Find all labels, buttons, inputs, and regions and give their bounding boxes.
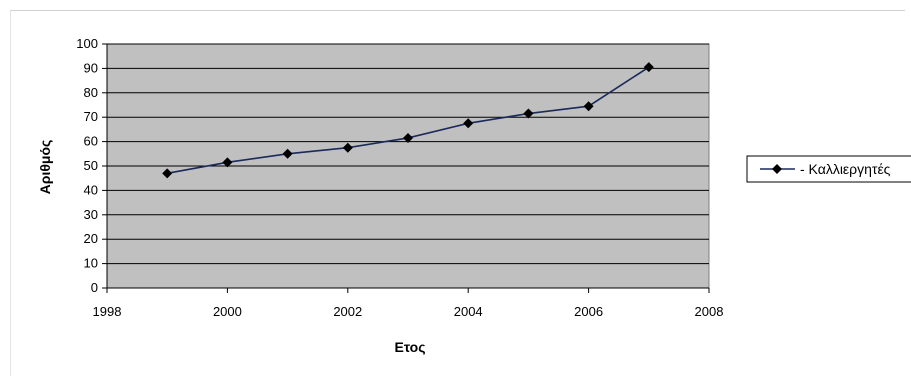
y-axis: 0 10 20 30 40 50 60 70 80 90 100 <box>76 36 108 295</box>
x-tick-label: 2008 <box>695 304 724 319</box>
data-point <box>643 62 654 73</box>
y-tick-label: 80 <box>84 85 98 100</box>
x-tick-label: 2000 <box>213 304 242 319</box>
y-tick-label: 20 <box>84 231 98 246</box>
data-point <box>463 118 474 129</box>
y-tick-label: 0 <box>91 280 98 295</box>
data-point <box>162 168 173 179</box>
data-point <box>523 108 534 119</box>
data-point <box>583 101 594 112</box>
y-axis-title: Αριθμός <box>37 140 53 195</box>
x-axis-title: Ετος <box>394 339 425 355</box>
y-tick-label: 50 <box>84 158 98 173</box>
y-tick-label: 90 <box>84 60 98 75</box>
y-tick-label: 30 <box>84 207 98 222</box>
x-tick-label: 1998 <box>93 304 122 319</box>
y-tick-label: 70 <box>84 109 98 124</box>
data-point <box>222 157 233 168</box>
x-tick-label: 2002 <box>333 304 362 319</box>
legend-marker <box>772 164 782 174</box>
data-point <box>282 148 293 159</box>
series-layer <box>162 62 654 179</box>
data-point <box>342 142 353 153</box>
legend-label: - Καλλιεργητές <box>800 161 891 177</box>
y-tick-label: 60 <box>84 134 98 149</box>
y-tick-label: 10 <box>84 256 98 271</box>
y-tick-label: 40 <box>84 182 98 197</box>
x-tick-label: 2006 <box>574 304 603 319</box>
y-tick-label: 100 <box>76 36 98 51</box>
x-tick-label: 2004 <box>454 304 483 319</box>
legend: - Καλλιεργητές <box>746 155 911 183</box>
x-axis: 1998 2000 2002 2004 2006 2008 <box>93 287 724 319</box>
data-point <box>403 132 413 143</box>
